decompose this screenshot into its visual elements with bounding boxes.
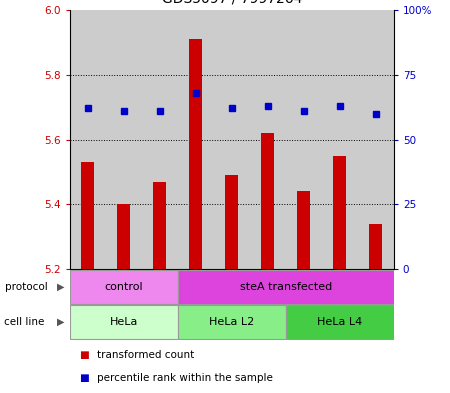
Bar (70, 10, 106, 269)
Text: HeLa: HeLa (109, 317, 138, 327)
FancyBboxPatch shape (70, 270, 178, 304)
Text: control: control (104, 282, 143, 292)
Text: ■: ■ (79, 350, 89, 360)
Text: HeLa L4: HeLa L4 (317, 317, 362, 327)
Bar (261, 133, 274, 269)
FancyBboxPatch shape (178, 305, 286, 339)
Bar (106, 10, 142, 269)
Bar (322, 10, 358, 269)
Bar (117, 204, 130, 269)
Bar (189, 39, 202, 269)
Text: ▶: ▶ (57, 317, 64, 327)
Text: cell line: cell line (4, 317, 45, 327)
Bar (142, 10, 178, 269)
Title: GDS5097 / 7997264: GDS5097 / 7997264 (162, 0, 302, 6)
Bar (214, 10, 250, 269)
Bar (286, 10, 322, 269)
Bar (297, 191, 310, 269)
Text: transformed count: transformed count (97, 350, 194, 360)
Bar (250, 10, 286, 269)
FancyBboxPatch shape (70, 305, 178, 339)
FancyBboxPatch shape (178, 270, 394, 304)
Bar (178, 10, 214, 269)
Text: protocol: protocol (4, 282, 47, 292)
Bar (333, 156, 346, 269)
Text: percentile rank within the sample: percentile rank within the sample (97, 373, 273, 383)
Bar (153, 182, 166, 269)
Bar (225, 175, 238, 269)
Text: HeLa L2: HeLa L2 (209, 317, 254, 327)
FancyBboxPatch shape (286, 305, 394, 339)
Bar (369, 224, 382, 269)
Text: steA transfected: steA transfected (239, 282, 332, 292)
Bar (81, 162, 94, 269)
Text: ▶: ▶ (57, 282, 64, 292)
Text: ■: ■ (79, 373, 89, 383)
Bar (358, 10, 394, 269)
